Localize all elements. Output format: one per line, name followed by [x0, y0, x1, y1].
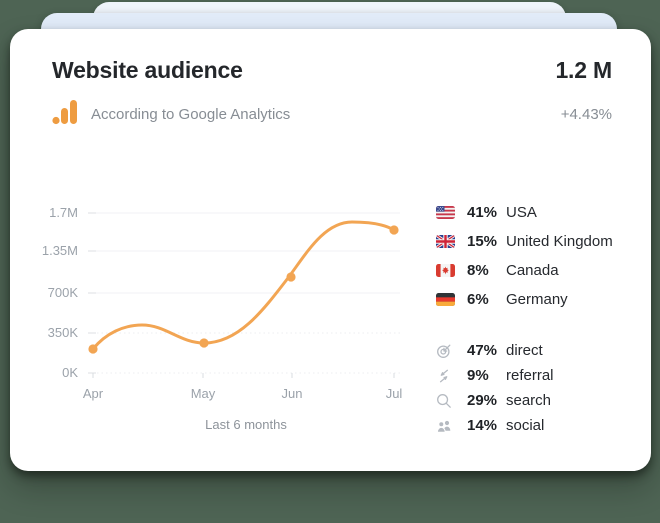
website-audience-card: Website audience 1.2 M According to Goog… [10, 29, 651, 471]
page-title: Website audience [52, 57, 243, 83]
germany-flag-icon [436, 293, 456, 306]
stats-panel: 41% USA 15% United Kingdom [436, 198, 641, 438]
chart-dot-may[interactable] [199, 338, 209, 348]
source-label: search [506, 392, 552, 409]
audience-line-chart: 1.7M 1.35M 700K 350K 0K Apr May Jun Jul … [42, 205, 403, 432]
countries-list: 41% USA 15% United Kingdom [436, 198, 641, 314]
source-row-referral: 9% referral [436, 363, 641, 388]
country-name: Canada [506, 262, 559, 279]
country-name: Germany [506, 291, 568, 308]
country-row-canada: 8% Canada [436, 256, 641, 285]
country-row-united-kingdom: 15% United Kingdom [436, 227, 641, 256]
country-percent: 15% [467, 233, 498, 250]
chart-caption: Last 6 months [205, 417, 287, 432]
google-analytics-icon [52, 99, 78, 130]
usa-flag-icon [436, 206, 456, 219]
source-label: referral [506, 367, 554, 384]
referral-arrows-icon [436, 368, 456, 384]
chart-dot-jun[interactable] [286, 272, 296, 282]
source-row-search: 29% search [436, 388, 641, 413]
x-tick-label: Jun [282, 386, 303, 401]
country-name: United Kingdom [506, 233, 613, 250]
chart-dot-apr[interactable] [88, 344, 98, 354]
y-tick-label: 700K [48, 285, 79, 300]
x-tick-label: May [191, 386, 216, 401]
traffic-sources-list: 47% direct 9% referral [436, 338, 641, 438]
change-percentage: +4.43% [560, 106, 612, 123]
social-people-icon [436, 418, 456, 434]
country-row-usa: 41% USA [436, 198, 641, 227]
country-percent: 6% [467, 291, 489, 308]
y-tick-label: 1.35M [42, 243, 78, 258]
source-label: social [506, 417, 545, 434]
search-icon [436, 393, 456, 409]
source-percent: 14% [467, 417, 498, 434]
chart-dot-jul[interactable] [389, 225, 399, 235]
y-tick-label: 1.7M [49, 205, 78, 220]
source-row-direct: 47% direct [436, 338, 641, 363]
audience-line-series [91, 220, 396, 351]
source-label: direct [506, 342, 543, 359]
country-name: USA [506, 204, 537, 221]
y-tick-label: 0K [62, 365, 78, 380]
y-tick-label: 350K [48, 325, 79, 340]
card-header: Website audience 1.2 M According to Goog… [10, 29, 651, 130]
source-percent: 47% [467, 342, 498, 359]
subtitle: According to Google Analytics [91, 106, 291, 123]
x-tick-label: Apr [83, 386, 104, 401]
target-icon [436, 343, 456, 359]
source-row-social: 14% social [436, 413, 641, 438]
united-kingdom-flag-icon [436, 235, 456, 248]
country-row-germany: 6% Germany [436, 285, 641, 314]
x-tick-label: Jul [386, 386, 403, 401]
country-percent: 41% [467, 204, 498, 221]
canada-flag-icon [436, 264, 456, 277]
source-percent: 9% [467, 367, 489, 384]
country-percent: 8% [467, 262, 489, 279]
total-audience-value: 1.2 M [555, 57, 612, 83]
source-percent: 29% [467, 392, 498, 409]
